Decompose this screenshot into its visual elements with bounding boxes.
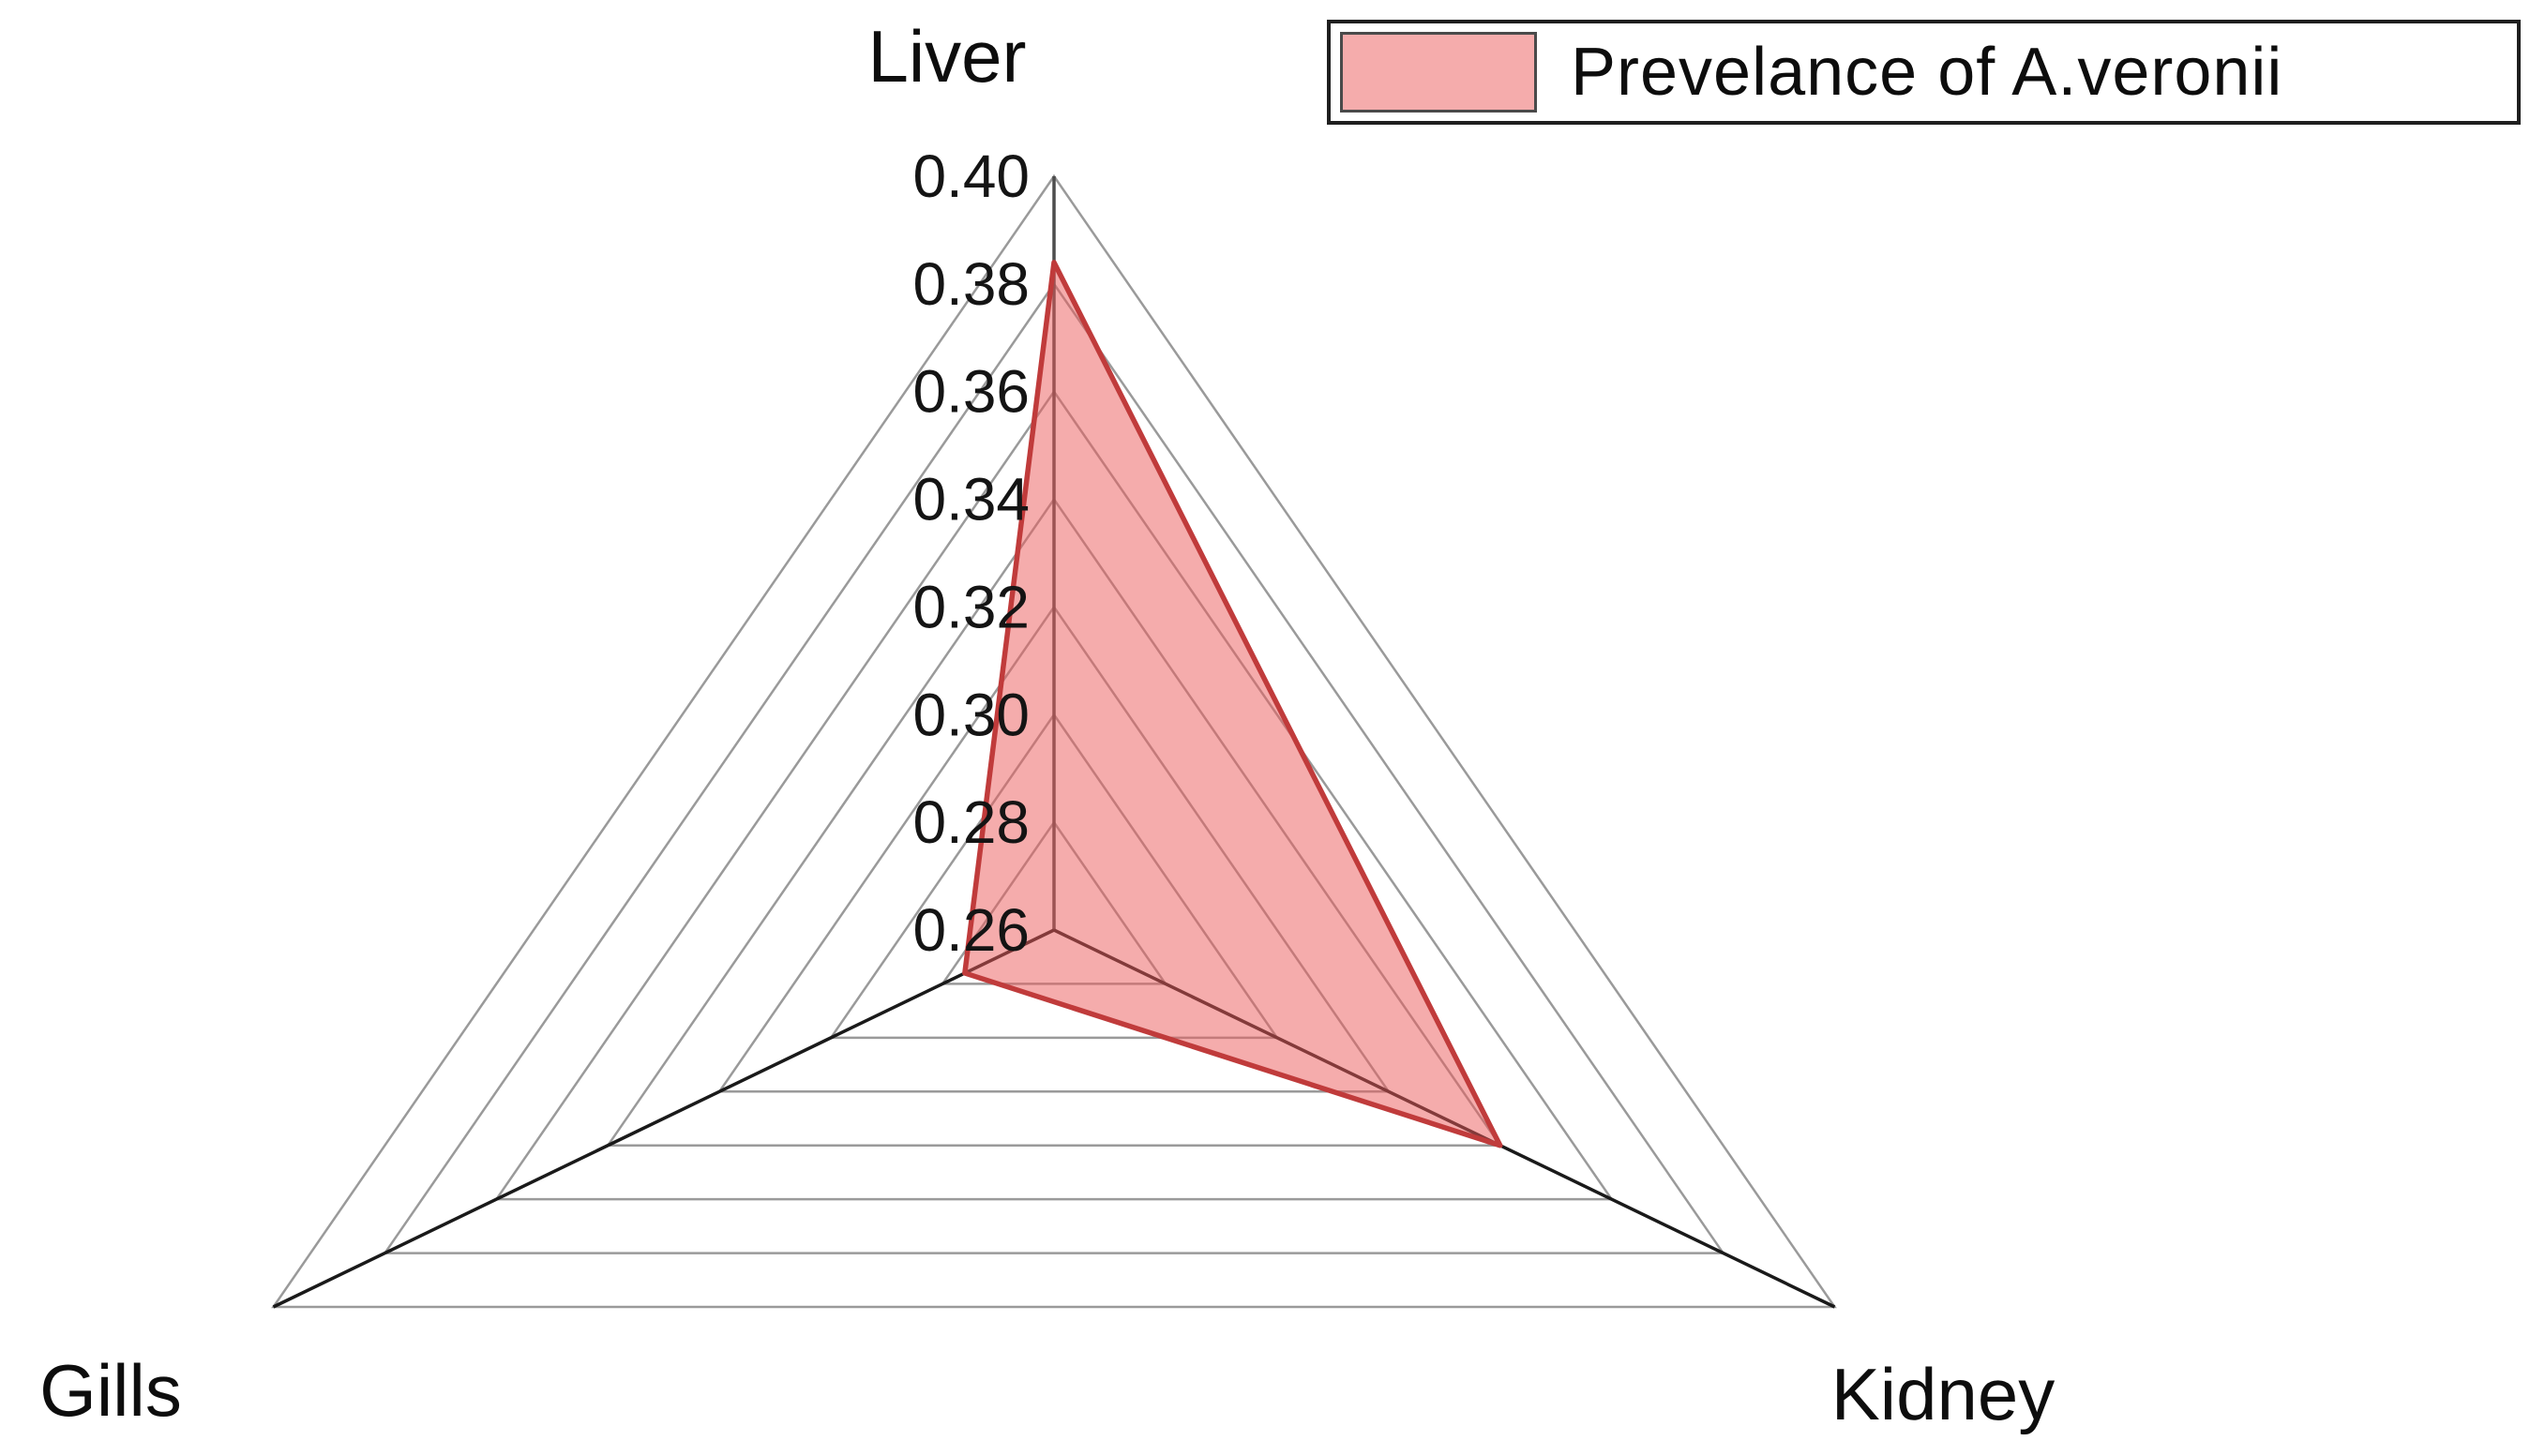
legend-swatch xyxy=(1340,32,1537,113)
grid-ring xyxy=(271,173,1837,1309)
legend: Prevelance of A.veronii xyxy=(1327,20,2521,125)
category-label-gills: Gills xyxy=(39,1349,182,1432)
r-axis-tick-label: 0.40 xyxy=(912,143,1030,210)
r-axis-tick-label: 0.26 xyxy=(912,896,1030,964)
r-axis-tick-label: 0.36 xyxy=(912,358,1030,426)
r-axis-tick-label: 0.34 xyxy=(912,466,1030,533)
r-axis-tick-label: 0.28 xyxy=(912,788,1030,856)
r-axis-tick-label: 0.30 xyxy=(912,681,1030,748)
legend-label: Prevelance of A.veronii xyxy=(1571,35,2283,110)
grid-ring xyxy=(493,389,1615,1201)
grid-ring xyxy=(383,281,1725,1254)
r-axis-tick-label: 0.38 xyxy=(912,250,1030,318)
data-polygon xyxy=(962,260,1503,1148)
axis-spoke-gills xyxy=(272,928,1055,1309)
r-axis-tick-label: 0.32 xyxy=(912,573,1030,640)
category-label-liver: Liver xyxy=(867,15,1026,98)
category-label-kidney: Kidney xyxy=(1831,1353,2056,1435)
